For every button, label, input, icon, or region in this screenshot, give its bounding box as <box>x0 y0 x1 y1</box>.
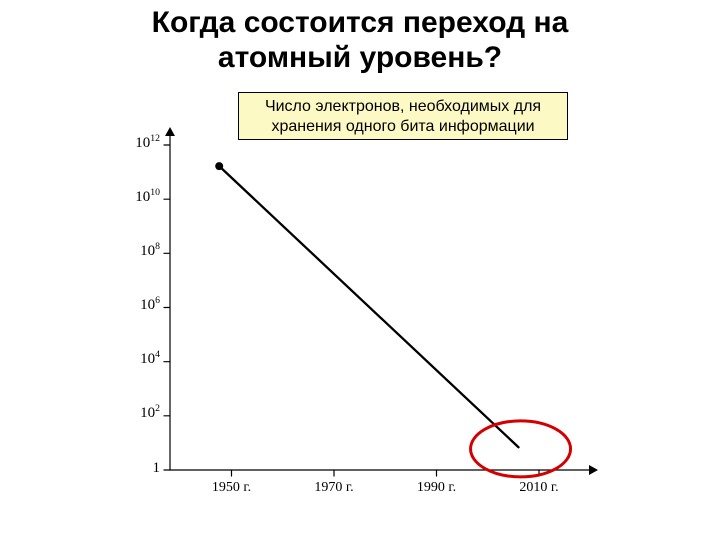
x-tick-label: 1970 г. <box>314 480 353 496</box>
y-tick-label: 104 <box>140 351 160 368</box>
y-tick-label: 1010 <box>135 189 160 206</box>
y-tick-label: 1012 <box>135 135 160 152</box>
y-tick-label: 1 <box>153 460 161 477</box>
y-tick-label: 106 <box>140 297 160 314</box>
x-tick-label: 1950 г. <box>212 480 251 496</box>
chart-svg <box>0 0 720 540</box>
x-tick-label: 2010 г. <box>519 480 558 496</box>
y-tick-label: 102 <box>140 405 160 422</box>
y-tick-label: 108 <box>140 243 160 260</box>
x-tick-label: 1990 г. <box>417 480 456 496</box>
data-start-dot <box>215 162 223 170</box>
chart-area: 1 102 104 106 108 1010 1012 1950 г. 1970 г. 1990 … <box>0 0 720 540</box>
highlight-ellipse <box>471 421 571 477</box>
